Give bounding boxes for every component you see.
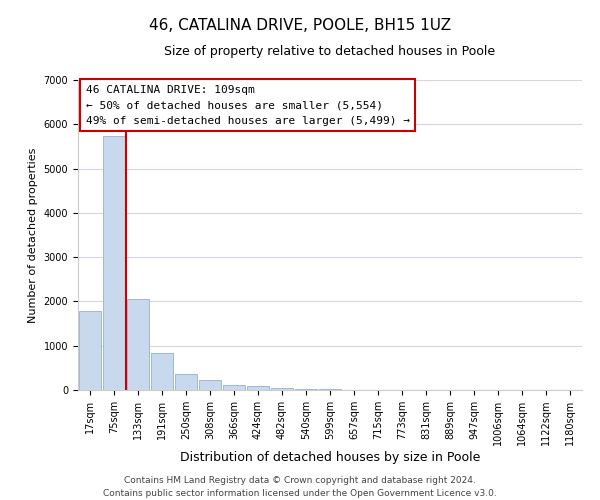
Text: 46 CATALINA DRIVE: 109sqm
← 50% of detached houses are smaller (5,554)
49% of se: 46 CATALINA DRIVE: 109sqm ← 50% of detac… [86,84,410,126]
Bar [271,388,293,390]
Y-axis label: Number of detached properties: Number of detached properties [28,148,38,322]
X-axis label: Distribution of detached houses by size in Poole: Distribution of detached houses by size … [180,451,480,464]
Bar [223,386,245,390]
Bar [295,388,317,390]
Bar [247,386,269,390]
Bar [175,374,197,390]
Text: 46, CATALINA DRIVE, POOLE, BH15 1UZ: 46, CATALINA DRIVE, POOLE, BH15 1UZ [149,18,451,32]
Bar [79,311,101,390]
Bar [319,389,341,390]
Bar [199,380,221,390]
Text: Contains HM Land Registry data © Crown copyright and database right 2024.
Contai: Contains HM Land Registry data © Crown c… [103,476,497,498]
Bar [151,353,173,390]
Title: Size of property relative to detached houses in Poole: Size of property relative to detached ho… [164,45,496,58]
Bar [103,136,125,390]
Bar [127,299,149,390]
